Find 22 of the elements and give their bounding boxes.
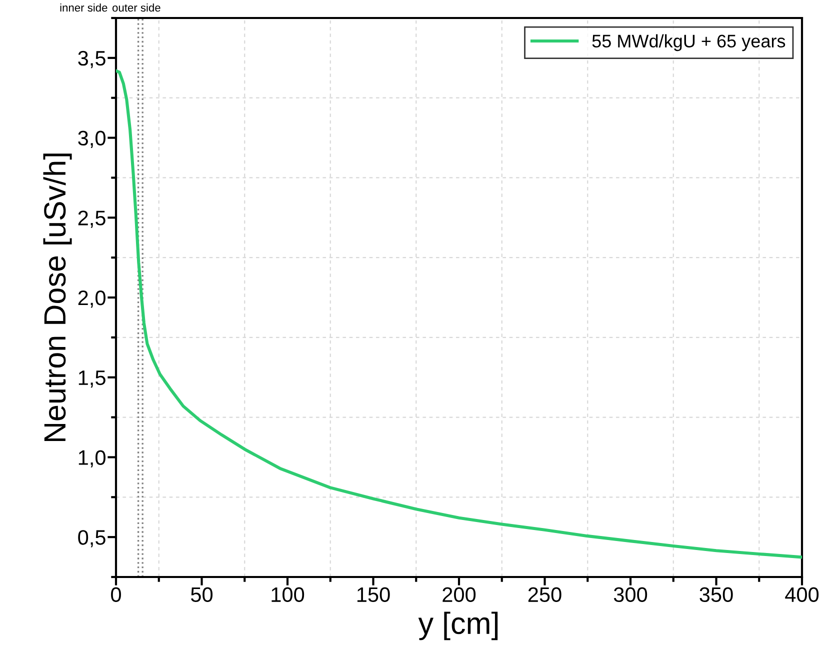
y-axis-title: Neutron Dose [uSv/h]: [43, 154, 72, 442]
y-tick-label: 3,5: [78, 50, 106, 68]
x-tick-label: 250: [528, 587, 562, 602]
x-tick-label: 100: [272, 587, 304, 602]
x-tick-label: 50: [191, 587, 213, 602]
x-tick-label: 300: [614, 587, 648, 602]
y-tick-label: 1,0: [78, 450, 106, 468]
x-axis-title: y [cm]: [418, 612, 498, 640]
ref-line-label: outer side: [112, 3, 160, 12]
ref-line-label: inner side: [60, 3, 108, 12]
x-tick-label: 350: [700, 587, 733, 602]
y-tick-label: 3,0: [78, 130, 106, 148]
x-tick-label: 150: [357, 587, 390, 602]
y-tick-label: 2,0: [78, 290, 106, 308]
x-tick-label: 0: [111, 587, 121, 602]
x-tick-label: 400: [785, 587, 819, 602]
y-tick-label: 0,5: [78, 530, 106, 548]
y-tick-label: 1,5: [78, 370, 106, 388]
y-tick-label: 2,5: [78, 210, 106, 228]
legend-label: 55 MWd/kgU + 65 years: [592, 34, 786, 52]
x-tick-label: 200: [442, 587, 476, 602]
line-series: [116, 69, 802, 559]
